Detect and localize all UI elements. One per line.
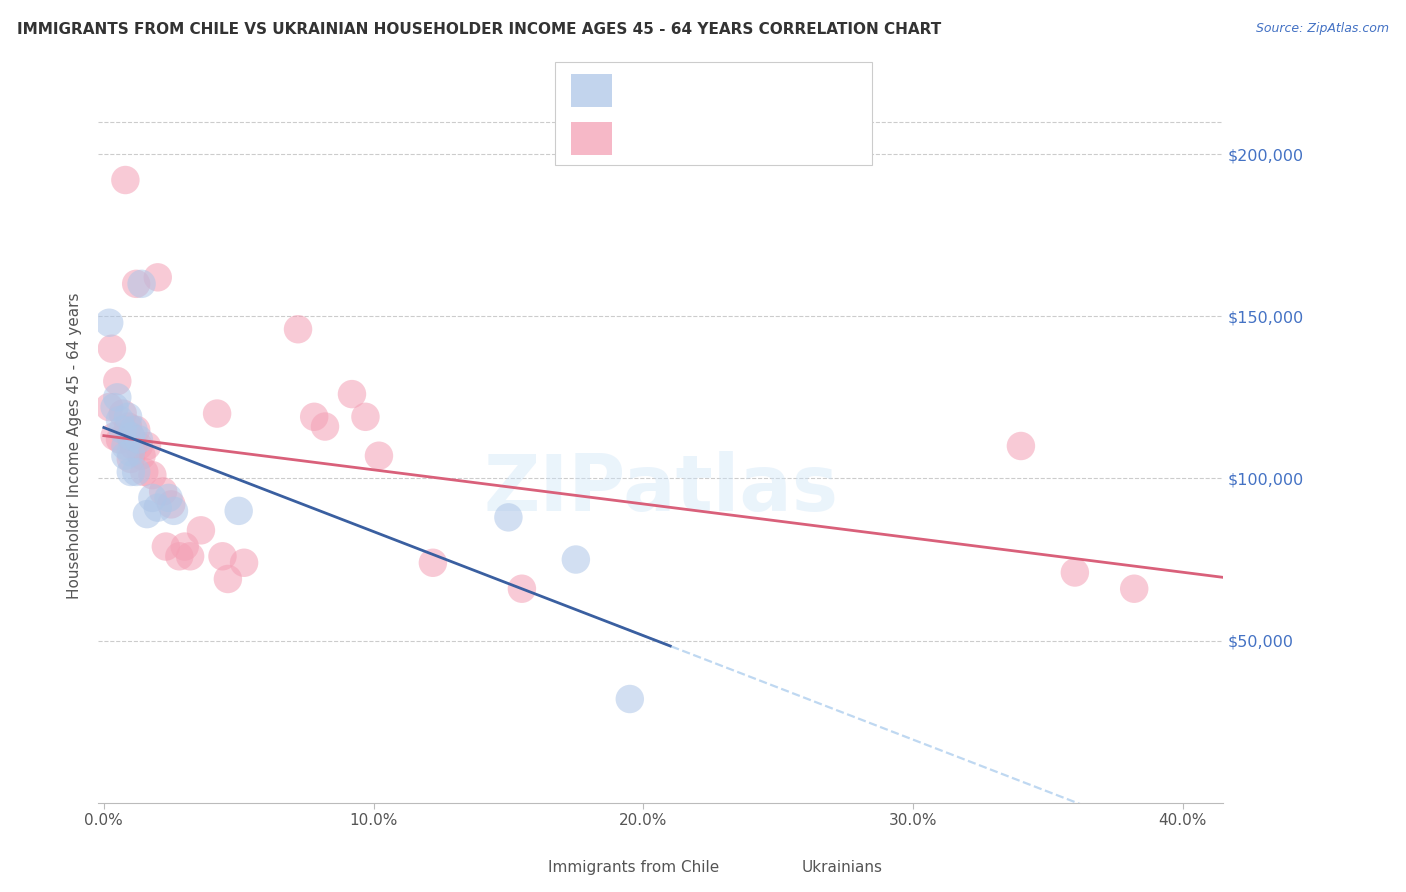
Point: [101, 342, 124, 356]
Point: [122, 423, 145, 437]
Point: [146, 270, 169, 285]
Point: [1010, 439, 1032, 453]
Point: [163, 504, 186, 518]
Point: [128, 433, 150, 447]
Point: [217, 572, 239, 586]
Point: [146, 500, 169, 515]
Point: [105, 390, 128, 404]
Point: [125, 465, 148, 479]
Point: [131, 449, 153, 463]
Point: [619, 692, 641, 706]
Point: [104, 400, 127, 414]
Point: [152, 484, 174, 499]
Point: [136, 507, 159, 521]
Text: -0.098: -0.098: [669, 131, 724, 146]
Point: [1123, 582, 1146, 596]
Point: [134, 465, 156, 479]
Point: [160, 497, 183, 511]
FancyBboxPatch shape: [571, 122, 613, 155]
Point: [302, 409, 325, 424]
Point: [287, 322, 309, 336]
Point: [155, 540, 177, 554]
Point: [498, 510, 520, 524]
Y-axis label: Householder Income Ages 45 - 64 years: Householder Income Ages 45 - 64 years: [67, 293, 83, 599]
Point: [120, 429, 142, 443]
Point: [108, 413, 131, 427]
Point: [125, 423, 148, 437]
Point: [136, 439, 159, 453]
Point: [131, 277, 153, 291]
Point: [157, 491, 180, 505]
Point: [233, 556, 256, 570]
Point: [120, 452, 142, 467]
Point: [354, 409, 377, 424]
Point: [141, 468, 163, 483]
Point: [120, 465, 142, 479]
Point: [125, 277, 148, 291]
Point: [565, 552, 588, 566]
Text: Ukrainians: Ukrainians: [801, 861, 883, 875]
Point: [141, 491, 163, 505]
Text: Source: ZipAtlas.com: Source: ZipAtlas.com: [1256, 22, 1389, 36]
Text: Immigrants from Chile: Immigrants from Chile: [548, 861, 720, 875]
Point: [111, 423, 134, 437]
Text: 41: 41: [806, 131, 827, 146]
Point: [1063, 566, 1085, 580]
Text: R =: R =: [624, 131, 658, 146]
Point: [120, 429, 142, 443]
Point: [105, 374, 128, 388]
Text: 24: 24: [806, 83, 827, 97]
Point: [114, 449, 136, 463]
Point: [211, 549, 233, 564]
Point: [122, 439, 145, 453]
Text: N =: N =: [765, 131, 799, 146]
Text: N =: N =: [765, 83, 799, 97]
Point: [314, 419, 336, 434]
Point: [114, 173, 136, 187]
Point: [169, 549, 191, 564]
Text: IMMIGRANTS FROM CHILE VS UKRAINIAN HOUSEHOLDER INCOME AGES 45 - 64 YEARS CORRELA: IMMIGRANTS FROM CHILE VS UKRAINIAN HOUSE…: [17, 22, 941, 37]
Point: [117, 409, 139, 424]
Point: [190, 524, 212, 538]
Point: [104, 429, 127, 443]
Point: [108, 433, 131, 447]
Point: [120, 445, 142, 459]
FancyBboxPatch shape: [571, 74, 613, 106]
Point: [173, 540, 195, 554]
Point: [228, 504, 250, 518]
FancyBboxPatch shape: [555, 62, 872, 165]
Point: [98, 316, 121, 330]
Point: [98, 400, 121, 414]
Text: R =: R =: [624, 83, 658, 97]
Point: [422, 556, 444, 570]
Point: [179, 549, 201, 564]
Point: [205, 407, 228, 421]
Point: [128, 439, 150, 453]
Text: ZIPatlas: ZIPatlas: [484, 450, 838, 527]
Text: -0.479: -0.479: [669, 83, 724, 97]
Point: [340, 387, 363, 401]
Point: [114, 439, 136, 453]
Point: [368, 449, 391, 463]
Point: [510, 582, 533, 596]
Point: [117, 419, 139, 434]
Point: [111, 407, 134, 421]
